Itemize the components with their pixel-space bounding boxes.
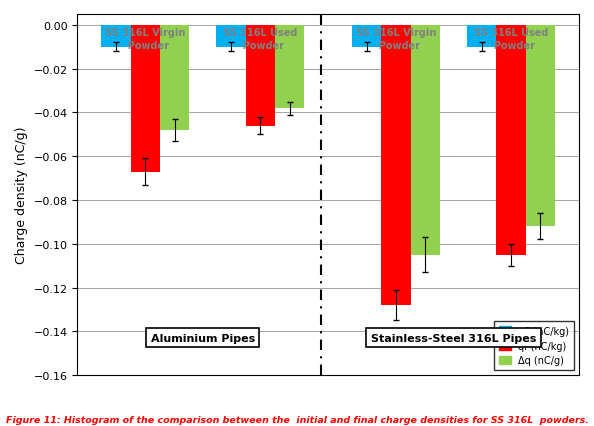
Bar — [352, 26, 381, 48]
Bar — [526, 26, 555, 227]
Legend: q0 (nC/kg), qf (nC/kg), Δq (nC/g): q0 (nC/kg), qf (nC/kg), Δq (nC/g) — [494, 321, 574, 370]
Bar — [381, 26, 411, 305]
Text: SS 316L Used
  Powder: SS 316L Used Powder — [223, 28, 298, 50]
Bar — [497, 26, 526, 255]
Bar — [246, 26, 275, 127]
Bar — [102, 26, 131, 48]
Text: SS 316L Virgin
  Powder: SS 316L Virgin Powder — [356, 28, 437, 50]
Text: Figure 11: Histogram of the comparison between the  initial and final charge den: Figure 11: Histogram of the comparison b… — [6, 415, 589, 424]
Bar — [131, 26, 160, 172]
Y-axis label: Charge density (nC/g): Charge density (nC/g) — [15, 127, 28, 264]
Text: SS 316L Used
  Powder: SS 316L Used Powder — [474, 28, 548, 50]
Bar — [467, 26, 497, 48]
Bar — [216, 26, 246, 48]
Bar — [411, 26, 440, 255]
Text: Stainless-Steel 316L Pipes: Stainless-Steel 316L Pipes — [371, 333, 536, 343]
Text: SS 316L Virgin
  Powder: SS 316L Virgin Powder — [105, 28, 185, 50]
Bar — [160, 26, 189, 131]
Text: Aluminium Pipes: Aluminium Pipes — [151, 333, 255, 343]
Bar — [275, 26, 304, 109]
